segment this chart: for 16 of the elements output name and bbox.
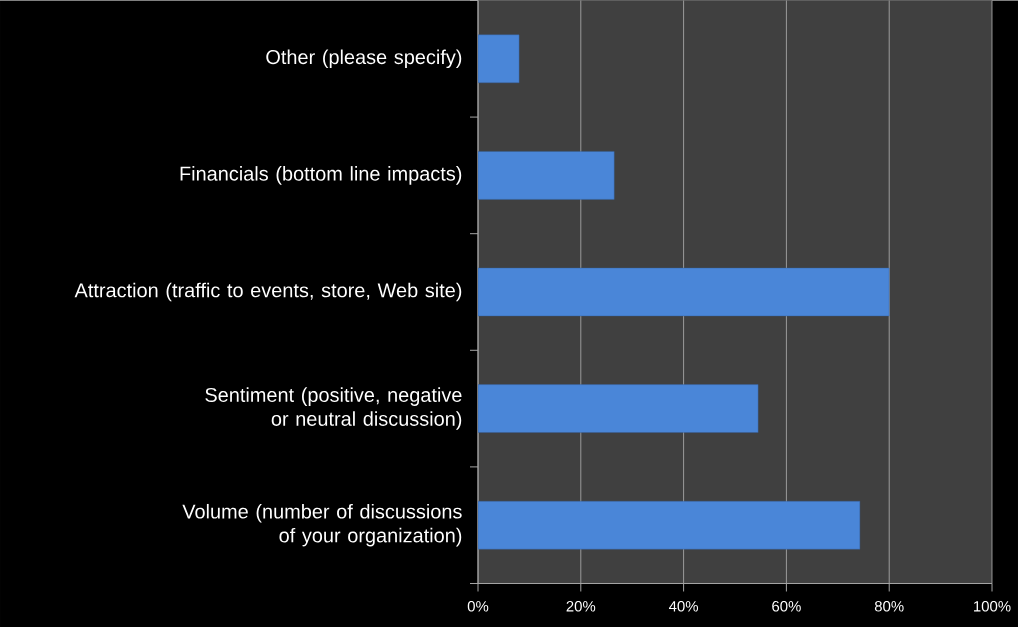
y-tick-label: Attraction (traffic to events, store, Web site) <box>74 282 462 302</box>
bar <box>478 384 759 433</box>
x-tick-label: 40% <box>668 600 699 612</box>
x-tick-label: 0% <box>467 600 489 612</box>
y-tick-label: Volume (number of discussions of your organization) <box>182 503 462 547</box>
x-tick-label: 80% <box>874 600 904 612</box>
bar <box>478 150 615 200</box>
x-tick-label: 20% <box>566 600 596 612</box>
bar <box>478 267 890 316</box>
bar <box>478 500 861 550</box>
y-tick-label: Sentiment (positive, negative or neutral discussion) <box>205 387 462 430</box>
y-tick-label: Financials (bottom line impacts) <box>180 165 462 185</box>
x-tick-label: 100% <box>974 600 1011 612</box>
bar <box>478 34 520 83</box>
y-tick-label: Other (please specify) <box>266 49 462 68</box>
x-tick-label: 60% <box>772 600 801 612</box>
